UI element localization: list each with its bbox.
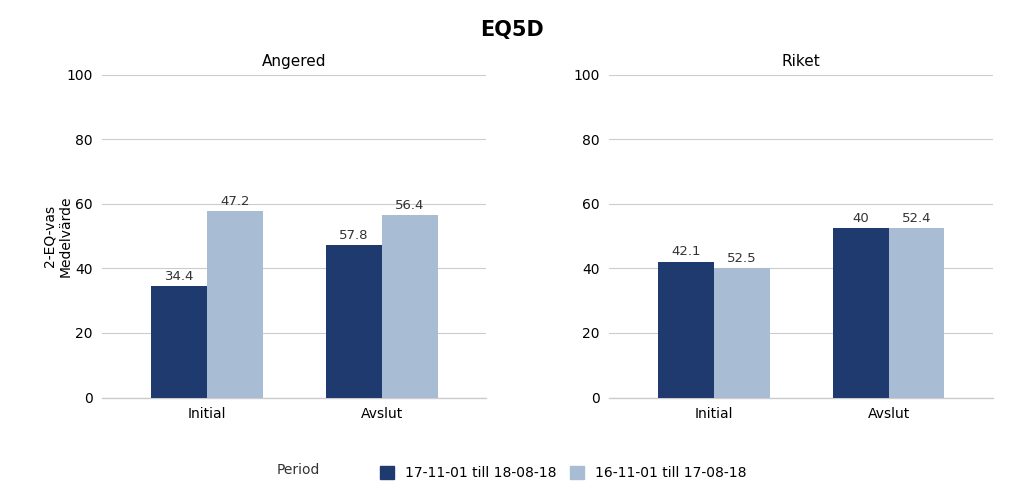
Bar <box>889 228 944 398</box>
Bar <box>152 286 207 398</box>
Text: 52.4: 52.4 <box>902 212 931 225</box>
Text: Period: Period <box>276 463 319 477</box>
Bar <box>382 215 437 398</box>
Bar <box>207 211 263 398</box>
Text: 47.2: 47.2 <box>220 195 250 208</box>
Text: 57.8: 57.8 <box>339 229 369 242</box>
Bar <box>714 268 770 398</box>
Y-axis label: 2-EQ-vas
Medelvärde: 2-EQ-vas Medelvärde <box>43 195 73 277</box>
Bar <box>658 261 714 398</box>
Text: 40: 40 <box>852 212 869 225</box>
Text: 42.1: 42.1 <box>672 246 700 258</box>
Text: 56.4: 56.4 <box>395 199 424 212</box>
Title: Angered: Angered <box>262 54 327 69</box>
Bar <box>833 228 889 398</box>
Bar <box>326 245 382 398</box>
Text: EQ5D: EQ5D <box>480 20 544 40</box>
Legend: 17-11-01 till 18-08-18, 16-11-01 till 17-08-18: 17-11-01 till 18-08-18, 16-11-01 till 17… <box>380 466 746 480</box>
Text: 34.4: 34.4 <box>165 270 194 283</box>
Title: Riket: Riket <box>782 54 820 69</box>
Text: 52.5: 52.5 <box>727 252 757 265</box>
